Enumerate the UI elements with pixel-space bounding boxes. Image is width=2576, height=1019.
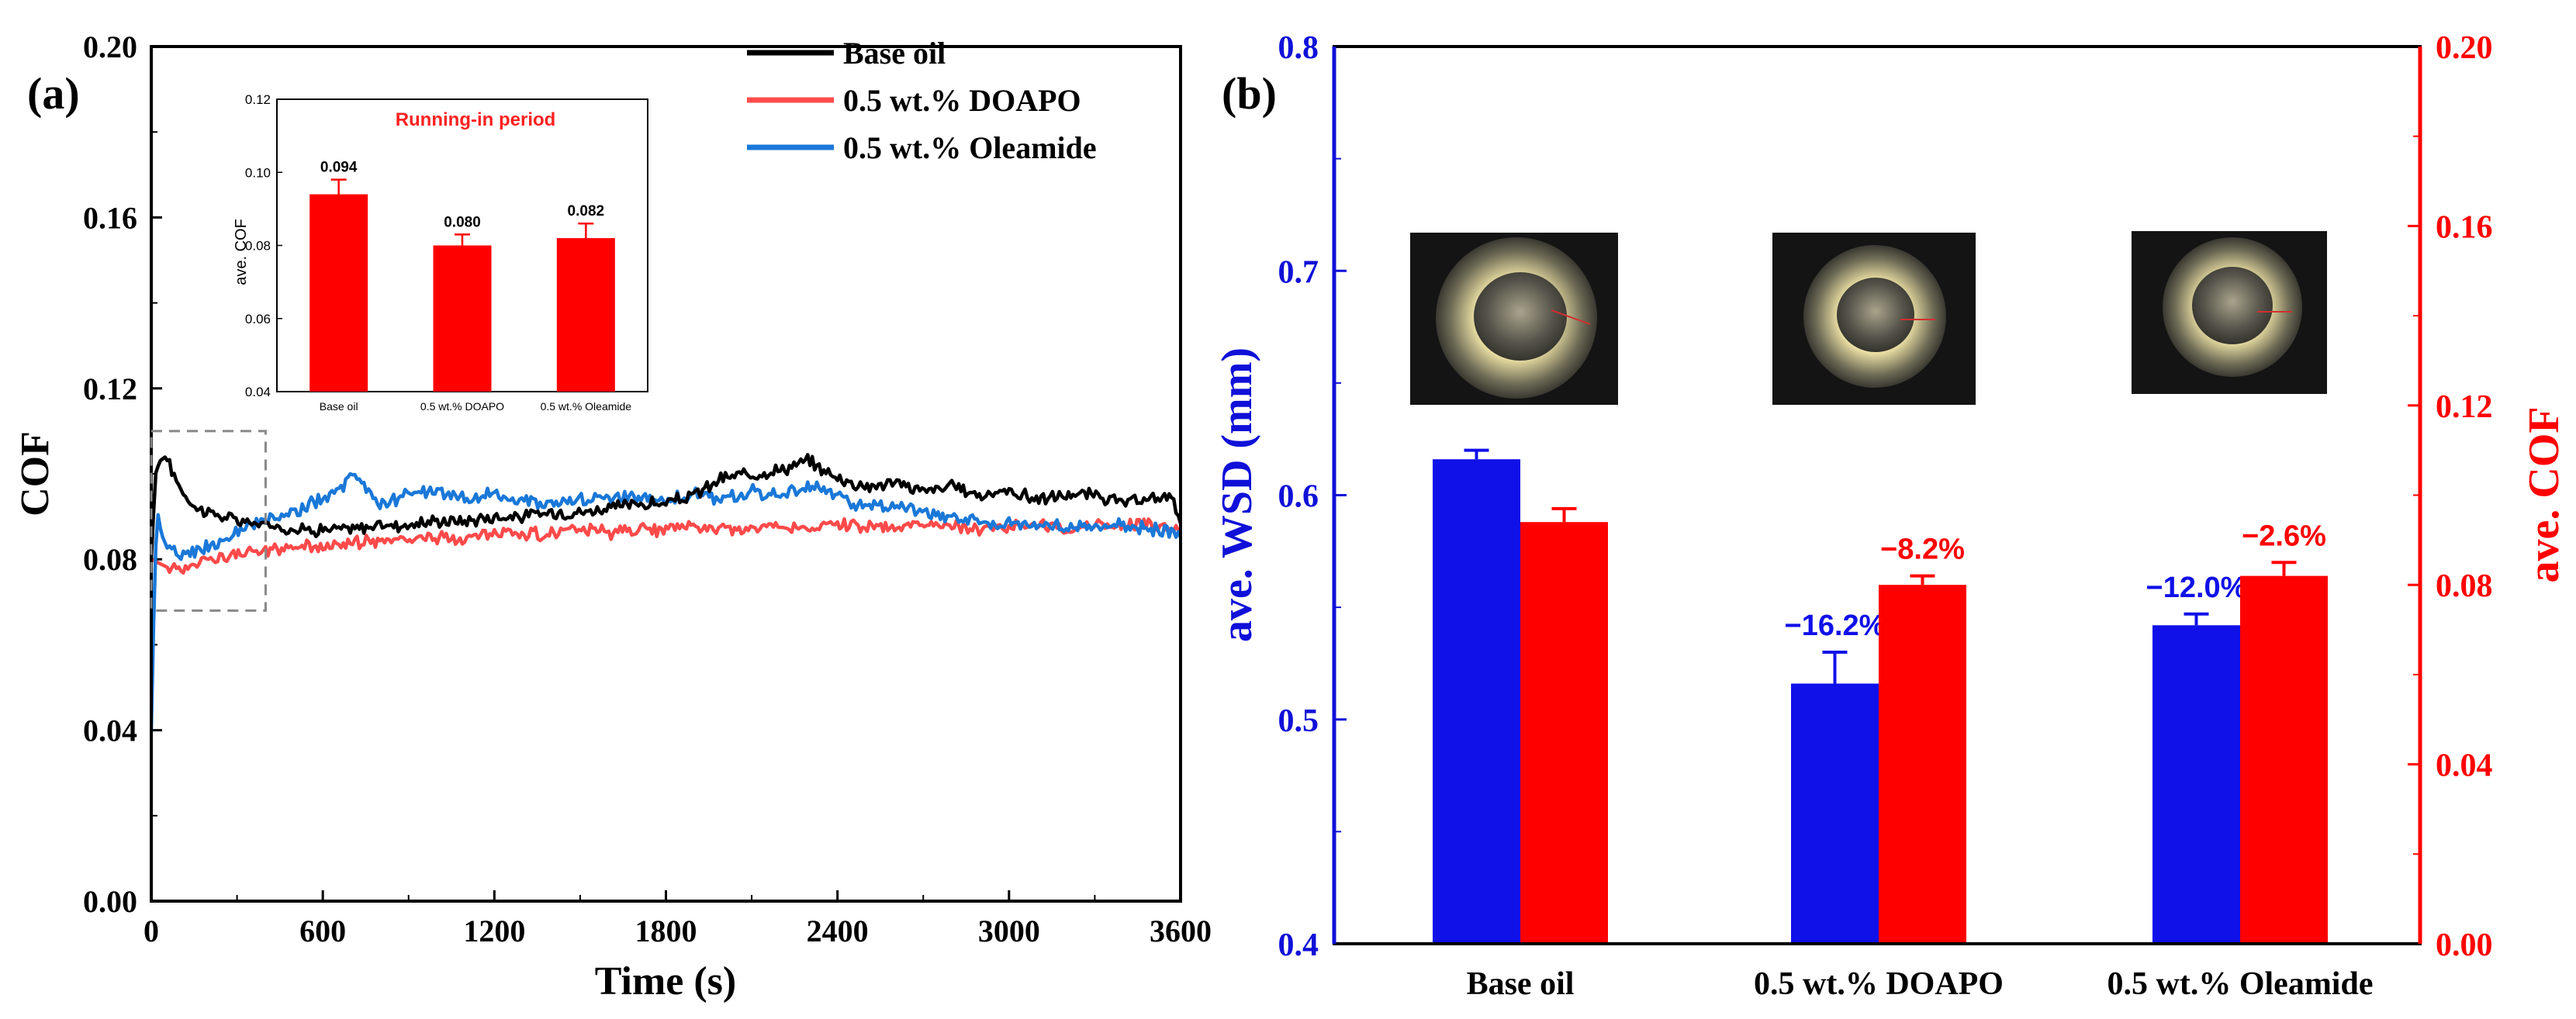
panel-a-x-tick-label: 600 bbox=[299, 914, 346, 948]
panel-b-bar-wsd bbox=[1791, 683, 1879, 944]
panel-a-series bbox=[151, 453, 1181, 731]
panel-b-right-tick-label: 0.04 bbox=[2436, 748, 2493, 784]
panel-a-label: (a) bbox=[27, 68, 80, 119]
panel-b-bar-wsd bbox=[1433, 459, 1520, 944]
running-in-highlight-box bbox=[150, 430, 267, 612]
panel-a-x-tick-label: 3600 bbox=[1150, 914, 1212, 948]
panel-b-percent-annotation: −16.2% bbox=[1785, 610, 1886, 642]
legend-label-doapo: 0.5 wt.% DOAPO bbox=[843, 83, 1081, 118]
inset-bar bbox=[556, 238, 615, 392]
panel-b-right-tick-label: 0.20 bbox=[2436, 30, 2493, 66]
panel-b-label: (b) bbox=[1222, 68, 1277, 119]
panel-a-y-tick-label: 0.00 bbox=[83, 884, 137, 919]
inset-bar bbox=[309, 194, 368, 392]
panel-a-x-tick-label: 1800 bbox=[635, 914, 697, 948]
panel-a-x-tick-label: 0 bbox=[143, 914, 159, 948]
panel-b-left-axis-label: ave. WSD (mm) bbox=[1213, 347, 1261, 642]
inset-y-tick-label: 0.10 bbox=[245, 165, 271, 180]
panel-a-y-tick-label: 0.20 bbox=[83, 29, 137, 64]
panel-b-bar-wsd bbox=[2152, 625, 2240, 944]
panel-a: (a) 0 600 1200 1800 2400 3000 3600 0.00 0.04 0.08… bbox=[13, 29, 1212, 1003]
legend-label-base-oil: Base oil bbox=[843, 36, 946, 71]
inset-y-tick-label: 0.08 bbox=[245, 239, 271, 254]
panel-b-category-label-base-oil: Base oil bbox=[1467, 966, 1575, 1002]
panel-b-percent-annotation: −8.2% bbox=[1880, 534, 1965, 566]
inset-category-label: 0.5 wt.% Oleamide bbox=[541, 400, 632, 413]
panel-b-category-label-oleamide: 0.5 wt.% Oleamide bbox=[2107, 966, 2374, 1002]
inset-category-label: 0.5 wt.% DOAPO bbox=[420, 400, 504, 413]
panel-b-left-tick-label: 0.5 bbox=[1278, 703, 1319, 739]
panel-b: (b) 0.40.50.60.70.80.000.040.080.120.160… bbox=[1213, 30, 2568, 1002]
panel-a-grid-ticks: 0 600 1200 1800 2400 3000 3600 0.00 0.04 0.08 0.12… bbox=[83, 29, 1212, 948]
panel-b-right-tick-label: 0.12 bbox=[2436, 389, 2493, 425]
inset-title: Running-in period bbox=[396, 109, 556, 130]
inset-y-tick-label: 0.06 bbox=[245, 312, 271, 326]
inset-data-label: 0.082 bbox=[568, 203, 605, 219]
inset-y-tick-label: 0.04 bbox=[245, 385, 271, 399]
panel-a-plot-frame bbox=[150, 45, 1182, 903]
panel-a-series-line-base-oil bbox=[151, 453, 1181, 560]
panel-a-legend: Base oil 0.5 wt.% DOAPO 0.5 wt.% Oleamid… bbox=[747, 36, 1097, 165]
panel-b-percent-annotation: −12.0% bbox=[2146, 572, 2247, 604]
panel-b-category-label-doapo: 0.5 wt.% DOAPO bbox=[1754, 966, 2004, 1002]
legend-label-oleamide: 0.5 wt.% Oleamide bbox=[843, 130, 1097, 165]
inset-chart: Running-in period ave. COF 0.040.060.080… bbox=[233, 92, 648, 413]
inset-y-axis-label: ave. COF bbox=[233, 219, 250, 285]
panel-a-y-tick-label: 0.12 bbox=[83, 371, 137, 406]
wear-scar-micrograph-base-oil bbox=[1410, 233, 1618, 405]
panel-a-y-tick-label: 0.16 bbox=[83, 200, 137, 235]
panel-b-left-tick-label: 0.7 bbox=[1278, 254, 1319, 290]
wear-scar-micrograph-doapo bbox=[1772, 233, 1976, 405]
panel-b-ticks: 0.4 0.5 0.6 0.7 0.8 0.00 0.04 0.08 0.12 0.16 0.20 bbox=[1278, 30, 2493, 963]
panel-b-percent-annotation: −2.6% bbox=[2242, 520, 2326, 552]
panel-b-right-tick-label: 0.08 bbox=[2436, 568, 2493, 604]
inset-bar bbox=[433, 245, 492, 392]
panel-a-x-tick-label: 1200 bbox=[463, 914, 525, 948]
wear-scar-micrograph-oleamide bbox=[2132, 231, 2327, 394]
panel-a-y-tick-label: 0.04 bbox=[83, 713, 137, 748]
inset-data-label: 0.080 bbox=[444, 214, 481, 230]
panel-b-bar-cof bbox=[1879, 585, 1966, 944]
panel-a-y-axis-label: COF bbox=[13, 431, 57, 516]
panel-a-x-tick-label: 3000 bbox=[978, 914, 1040, 948]
inset-category-label: Base oil bbox=[320, 400, 358, 413]
panel-b-left-tick-label: 0.6 bbox=[1278, 479, 1319, 515]
panel-b-right-tick-label: 0.00 bbox=[2436, 927, 2493, 963]
panel-a-x-tick-label: 2400 bbox=[807, 914, 869, 948]
panel-a-y-tick-label: 0.08 bbox=[83, 542, 137, 577]
inset-y-tick-label: 0.12 bbox=[245, 92, 271, 107]
panel-b-right-tick-label: 0.16 bbox=[2436, 209, 2493, 245]
panel-a-series-line-doapo bbox=[151, 516, 1181, 575]
panel-b-bar-cof bbox=[1520, 522, 1608, 944]
inset-data-label: 0.094 bbox=[320, 160, 358, 176]
panel-b-right-axis-label: ave. COF bbox=[2520, 406, 2568, 582]
panel-b-bars: −16.2% −12.0% −8.2% −2.6% bbox=[1433, 448, 2328, 944]
panel-b-bar-cof bbox=[2240, 575, 2328, 944]
panel-a-x-axis-label: Time (s) bbox=[595, 959, 736, 1003]
panel-b-left-tick-label: 0.8 bbox=[1278, 30, 1319, 66]
panel-b-left-tick-label: 0.4 bbox=[1278, 927, 1319, 963]
panel-a-series-line-oleamide bbox=[151, 472, 1181, 731]
